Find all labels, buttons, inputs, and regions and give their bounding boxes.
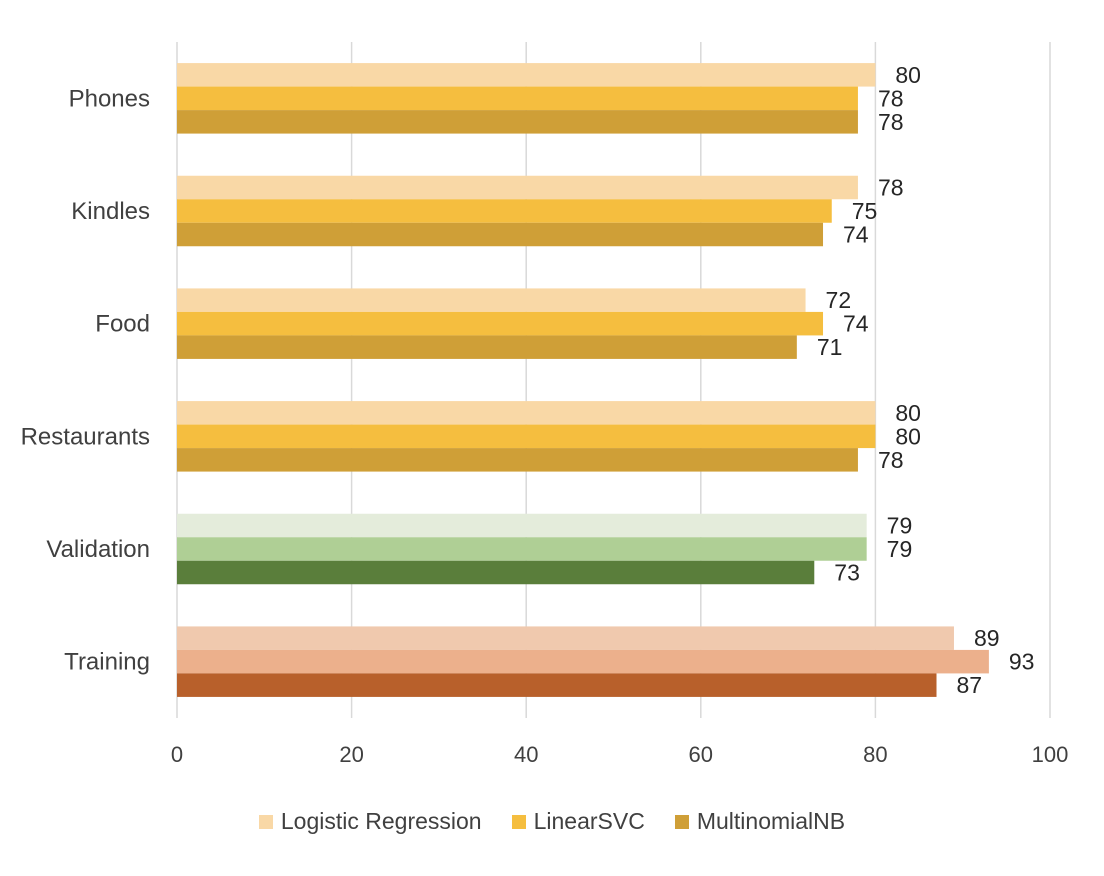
bar xyxy=(177,175,858,200)
category-labels: Phones Kindles Food Restaurants Validation Tr… xyxy=(21,85,150,675)
bar xyxy=(177,199,832,223)
data-label: 74 xyxy=(843,222,869,248)
legend: Logistic Regression LinearSVC Multinomia… xyxy=(0,808,1104,835)
category-label: Validation xyxy=(46,536,150,563)
data-label: 71 xyxy=(817,334,843,360)
bar xyxy=(177,673,937,697)
bar xyxy=(177,311,824,336)
bar xyxy=(177,537,867,561)
data-label: 79 xyxy=(887,513,913,539)
legend-item-linearsvc: LinearSVC xyxy=(511,808,645,835)
legend-swatch xyxy=(511,814,526,829)
bar xyxy=(177,110,858,134)
data-label: 80 xyxy=(895,423,921,449)
data-label: 72 xyxy=(826,287,852,313)
bar xyxy=(177,424,876,449)
bar xyxy=(177,401,876,425)
bars xyxy=(177,63,989,697)
data-label: 75 xyxy=(852,198,878,224)
bar xyxy=(177,448,858,472)
category-label: Training xyxy=(64,649,150,676)
bar xyxy=(177,222,824,247)
bar xyxy=(177,86,858,111)
bar xyxy=(177,288,806,312)
x-tick-label: 60 xyxy=(689,742,713,767)
data-label: 73 xyxy=(834,560,860,586)
legend-label: MultinomialNB xyxy=(696,808,846,834)
data-label: 80 xyxy=(895,62,921,88)
bar xyxy=(177,626,954,650)
bar xyxy=(177,63,876,87)
data-label: 89 xyxy=(974,625,1000,651)
bar xyxy=(177,513,867,538)
data-label: 74 xyxy=(843,311,869,337)
category-label: Food xyxy=(95,311,150,338)
x-tick-label: 100 xyxy=(1032,742,1069,767)
category-label: Phones xyxy=(69,85,150,112)
data-label: 79 xyxy=(887,536,913,562)
x-tick-label: 40 xyxy=(514,742,538,767)
data-label: 78 xyxy=(878,109,904,135)
data-label: 93 xyxy=(1009,649,1035,675)
gridlines xyxy=(176,42,1051,718)
legend-swatch xyxy=(674,814,689,829)
x-tick-label: 20 xyxy=(339,742,363,767)
legend-swatch xyxy=(258,814,273,829)
x-tick-label: 80 xyxy=(863,742,887,767)
x-tick-label: 0 xyxy=(171,742,183,767)
data-label: 80 xyxy=(895,400,921,426)
bar xyxy=(177,560,815,585)
bar xyxy=(177,335,797,359)
category-label: Restaurants xyxy=(21,423,150,450)
data-label: 78 xyxy=(878,447,904,473)
legend-item-logistic-regression: Logistic Regression xyxy=(258,808,482,835)
data-label: 78 xyxy=(878,175,904,201)
data-label: 87 xyxy=(957,672,983,698)
tick-labels: 0 20 40 60 80 100 xyxy=(171,742,1068,767)
legend-item-multinomialnb: MultinomialNB xyxy=(674,808,846,835)
category-label: Kindles xyxy=(71,198,150,225)
bar xyxy=(177,649,989,674)
legend-label: LinearSVC xyxy=(533,808,645,834)
data-label: 78 xyxy=(878,85,904,111)
legend-label: Logistic Regression xyxy=(280,808,482,834)
